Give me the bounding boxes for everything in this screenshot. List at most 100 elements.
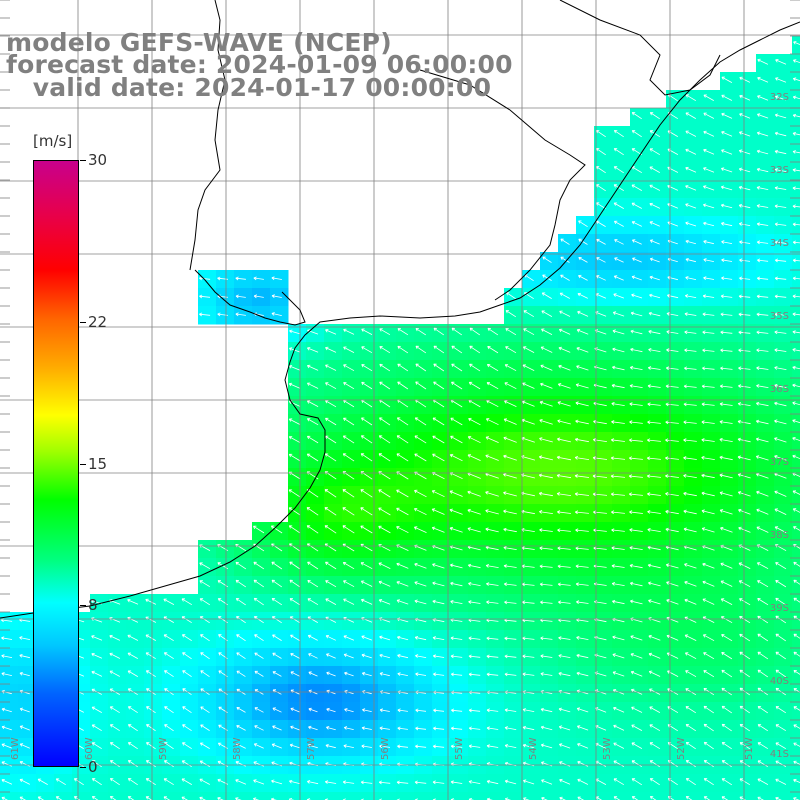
wind-arrow: [91, 670, 103, 677]
wind-cell: [792, 90, 800, 109]
wind-arrow: [432, 453, 445, 462]
wind-arrow: [254, 725, 264, 731]
wind-arrow: [649, 239, 660, 245]
colorbar-tick-label: 8: [88, 596, 98, 614]
wind-arrow: [253, 761, 265, 767]
wind-arrow: [721, 760, 732, 768]
wind-arrow: [379, 381, 391, 390]
lat-label: 34S: [770, 238, 789, 249]
wind-arrow: [378, 780, 391, 785]
wind-arrow: [576, 725, 589, 731]
wind-cell: [342, 792, 361, 800]
colorbar-tick: [80, 767, 86, 768]
colorbar-tick: [80, 605, 86, 606]
wind-arrow: [288, 418, 301, 425]
wind-arrow: [595, 130, 606, 138]
wind-arrow: [521, 582, 535, 587]
wind-arrow: [1, 654, 13, 658]
wind-arrow: [575, 401, 589, 407]
wind-cell: [288, 792, 307, 800]
wind-arrow: [539, 528, 553, 532]
wind-arrow: [127, 599, 139, 605]
wind-arrow: [720, 185, 733, 191]
wind-arrow: [558, 364, 571, 371]
wind-arrow: [792, 276, 800, 281]
wind-arrow: [306, 525, 319, 534]
wind-arrow: [504, 779, 517, 785]
wind-cell: [216, 792, 235, 800]
wind-arrow: [433, 363, 445, 372]
wind-arrow: [629, 528, 643, 532]
wind-arrow: [649, 706, 661, 713]
wind-arrow: [415, 328, 427, 336]
wind-arrow: [613, 724, 625, 731]
wind-arrow: [648, 348, 661, 352]
wind-arrow: [575, 582, 589, 587]
wind-arrow: [649, 293, 661, 299]
wind-arrow: [774, 258, 787, 263]
wind-arrow: [325, 382, 337, 390]
wind-arrow: [272, 725, 282, 731]
wind-arrow: [414, 417, 427, 426]
wind-arrow: [522, 779, 535, 785]
wind-arrow: [560, 256, 570, 263]
wind-arrow: [468, 600, 481, 604]
wind-arrow: [271, 779, 283, 785]
wind-arrow: [271, 579, 283, 588]
wind-arrow: [774, 455, 787, 461]
wind-arrow: [596, 238, 606, 245]
wind-arrow: [720, 330, 733, 335]
wind-cell: [252, 792, 271, 800]
wind-arrow: [628, 492, 643, 497]
wind-arrow: [631, 724, 643, 731]
wind-arrow: [739, 760, 751, 768]
wind-arrow: [415, 654, 427, 658]
wind-arrow: [343, 598, 355, 605]
wind-arrow: [738, 562, 751, 569]
wind-arrow: [756, 167, 769, 173]
wind-arrow: [721, 221, 733, 227]
wind-arrow: [775, 742, 787, 750]
wind-arrow: [684, 348, 697, 353]
wind-arrow: [558, 346, 571, 353]
wind-cell: [648, 792, 667, 800]
wind-arrow: [738, 203, 751, 209]
wind-arrow: [576, 671, 589, 677]
wind-arrow: [451, 345, 463, 354]
wind-arrow: [557, 383, 571, 389]
wind-arrow: [792, 95, 800, 100]
wind-arrow: [755, 437, 769, 443]
wind-cell: [306, 792, 325, 800]
wind-arrow: [629, 365, 643, 370]
wind-arrow: [199, 778, 210, 785]
wind-arrow: [647, 384, 661, 389]
wind-arrow: [683, 491, 697, 497]
wind-arrow: [468, 381, 481, 390]
wind-arrow: [1, 636, 13, 641]
wind-arrow: [684, 294, 697, 298]
wind-arrow: [721, 94, 733, 101]
wind-arrow: [702, 203, 715, 209]
wind-arrow: [343, 364, 355, 372]
wind-arrow: [702, 294, 715, 299]
wind-cell: [792, 738, 800, 757]
wind-arrow: [648, 599, 661, 605]
wind-arrow: [343, 726, 354, 730]
wind-arrow: [415, 744, 427, 749]
wind-arrow: [414, 636, 427, 641]
wind-arrow: [288, 453, 301, 462]
wind-arrow: [558, 654, 571, 658]
wind-arrow: [738, 366, 751, 371]
wind-arrow: [486, 364, 499, 372]
wind-arrow: [578, 238, 588, 245]
wind-arrow: [288, 525, 301, 534]
wind-arrow: [685, 276, 697, 280]
wind-arrow: [774, 366, 787, 370]
wind-arrow: [631, 148, 643, 156]
wind-arrow: [685, 221, 697, 227]
wind-arrow: [432, 581, 445, 587]
wind-arrow: [738, 222, 751, 226]
wind-arrow: [199, 562, 211, 570]
wind-arrow: [757, 742, 769, 750]
